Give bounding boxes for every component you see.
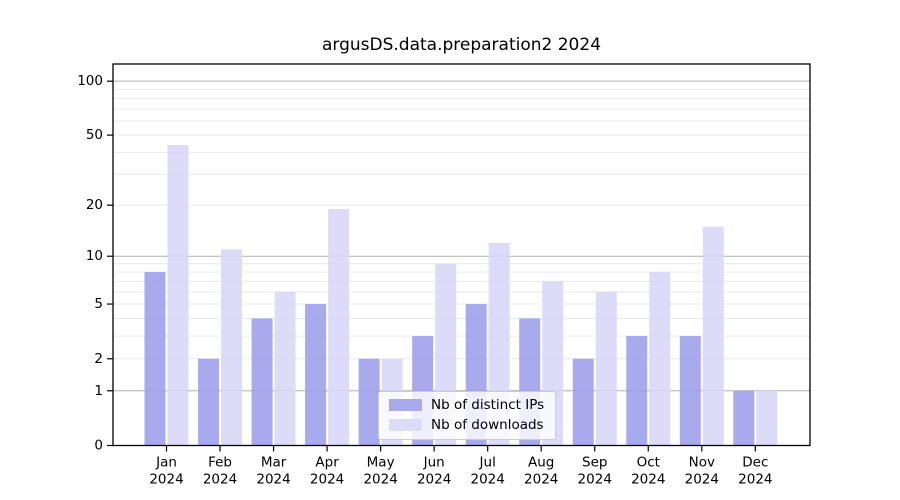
y-tick-label: 10 bbox=[86, 248, 103, 264]
x-tick-label-year: 2024 bbox=[685, 472, 719, 488]
chart-title: argusDS.data.preparation2 2024 bbox=[321, 35, 602, 55]
x-tick-label-year: 2024 bbox=[631, 472, 665, 488]
x-tick-label-month: Oct bbox=[637, 455, 660, 471]
x-tick-label-year: 2024 bbox=[524, 472, 558, 488]
bar-downloads bbox=[756, 390, 778, 446]
y-tick-label: 0 bbox=[94, 438, 103, 454]
x-tick-label-year: 2024 bbox=[417, 472, 451, 488]
legend-item-downloads: Nb of downloads bbox=[389, 418, 544, 432]
bar-distinct-ips bbox=[144, 272, 166, 446]
x-tick-label-year: 2024 bbox=[738, 472, 772, 488]
x-tick-label-year: 2024 bbox=[203, 472, 237, 488]
legend-label-distinct-ips: Nb of distinct IPs bbox=[431, 397, 545, 413]
legend: Nb of distinct IPs Nb of downloads bbox=[378, 391, 557, 440]
legend-label-downloads: Nb of downloads bbox=[431, 417, 544, 433]
x-tick-label-year: 2024 bbox=[578, 472, 612, 488]
x-tick-label-year: 2024 bbox=[310, 472, 344, 488]
y-tick-label: 50 bbox=[86, 127, 103, 143]
bar-distinct-ips bbox=[251, 318, 273, 446]
x-tick-label-year: 2024 bbox=[256, 472, 290, 488]
bar-distinct-ips bbox=[679, 336, 701, 446]
bar-distinct-ips bbox=[572, 358, 594, 446]
x-tick-label-month: Nov bbox=[689, 455, 715, 471]
x-tick-label-month: Aug bbox=[528, 455, 554, 471]
bar-downloads bbox=[167, 145, 189, 446]
bar-downloads bbox=[328, 209, 350, 446]
y-tick-label: 2 bbox=[94, 351, 103, 367]
bar-distinct-ips bbox=[358, 358, 380, 446]
bar-downloads bbox=[221, 249, 243, 446]
bar-downloads bbox=[595, 291, 617, 446]
x-tick-label-month: Sep bbox=[582, 455, 607, 471]
x-tick-label-month: Dec bbox=[742, 455, 768, 471]
x-tick-label-month: May bbox=[367, 455, 395, 471]
x-tick-label-month: Jun bbox=[423, 455, 445, 471]
bar-distinct-ips bbox=[305, 304, 327, 446]
y-tick-label: 100 bbox=[77, 73, 103, 89]
y-tick-label: 1 bbox=[94, 383, 103, 399]
x-tick-label-month: Jan bbox=[155, 455, 177, 471]
legend-item-distinct-ips: Nb of distinct IPs bbox=[389, 398, 544, 412]
x-tick-label-year: 2024 bbox=[471, 472, 505, 488]
y-tick-label: 5 bbox=[94, 296, 103, 312]
x-tick-label-month: Apr bbox=[315, 455, 339, 471]
bar-downloads bbox=[274, 291, 296, 446]
x-tick-label-month: Feb bbox=[208, 455, 232, 471]
bar-downloads bbox=[702, 226, 724, 446]
legend-swatch-distinct-ips-icon bbox=[389, 399, 422, 411]
legend-swatch-downloads-icon bbox=[389, 419, 422, 431]
x-tick-label-year: 2024 bbox=[363, 472, 397, 488]
bar-distinct-ips bbox=[733, 390, 755, 446]
x-tick-label-month: Mar bbox=[261, 455, 287, 471]
bar-distinct-ips bbox=[626, 336, 648, 446]
y-tick-label: 20 bbox=[86, 197, 103, 213]
bar-distinct-ips bbox=[198, 358, 220, 446]
x-tick-label-month: Jul bbox=[479, 455, 496, 471]
axis-frame bbox=[112, 63, 811, 447]
bar-downloads bbox=[649, 272, 671, 446]
x-tick-label-year: 2024 bbox=[149, 472, 183, 488]
